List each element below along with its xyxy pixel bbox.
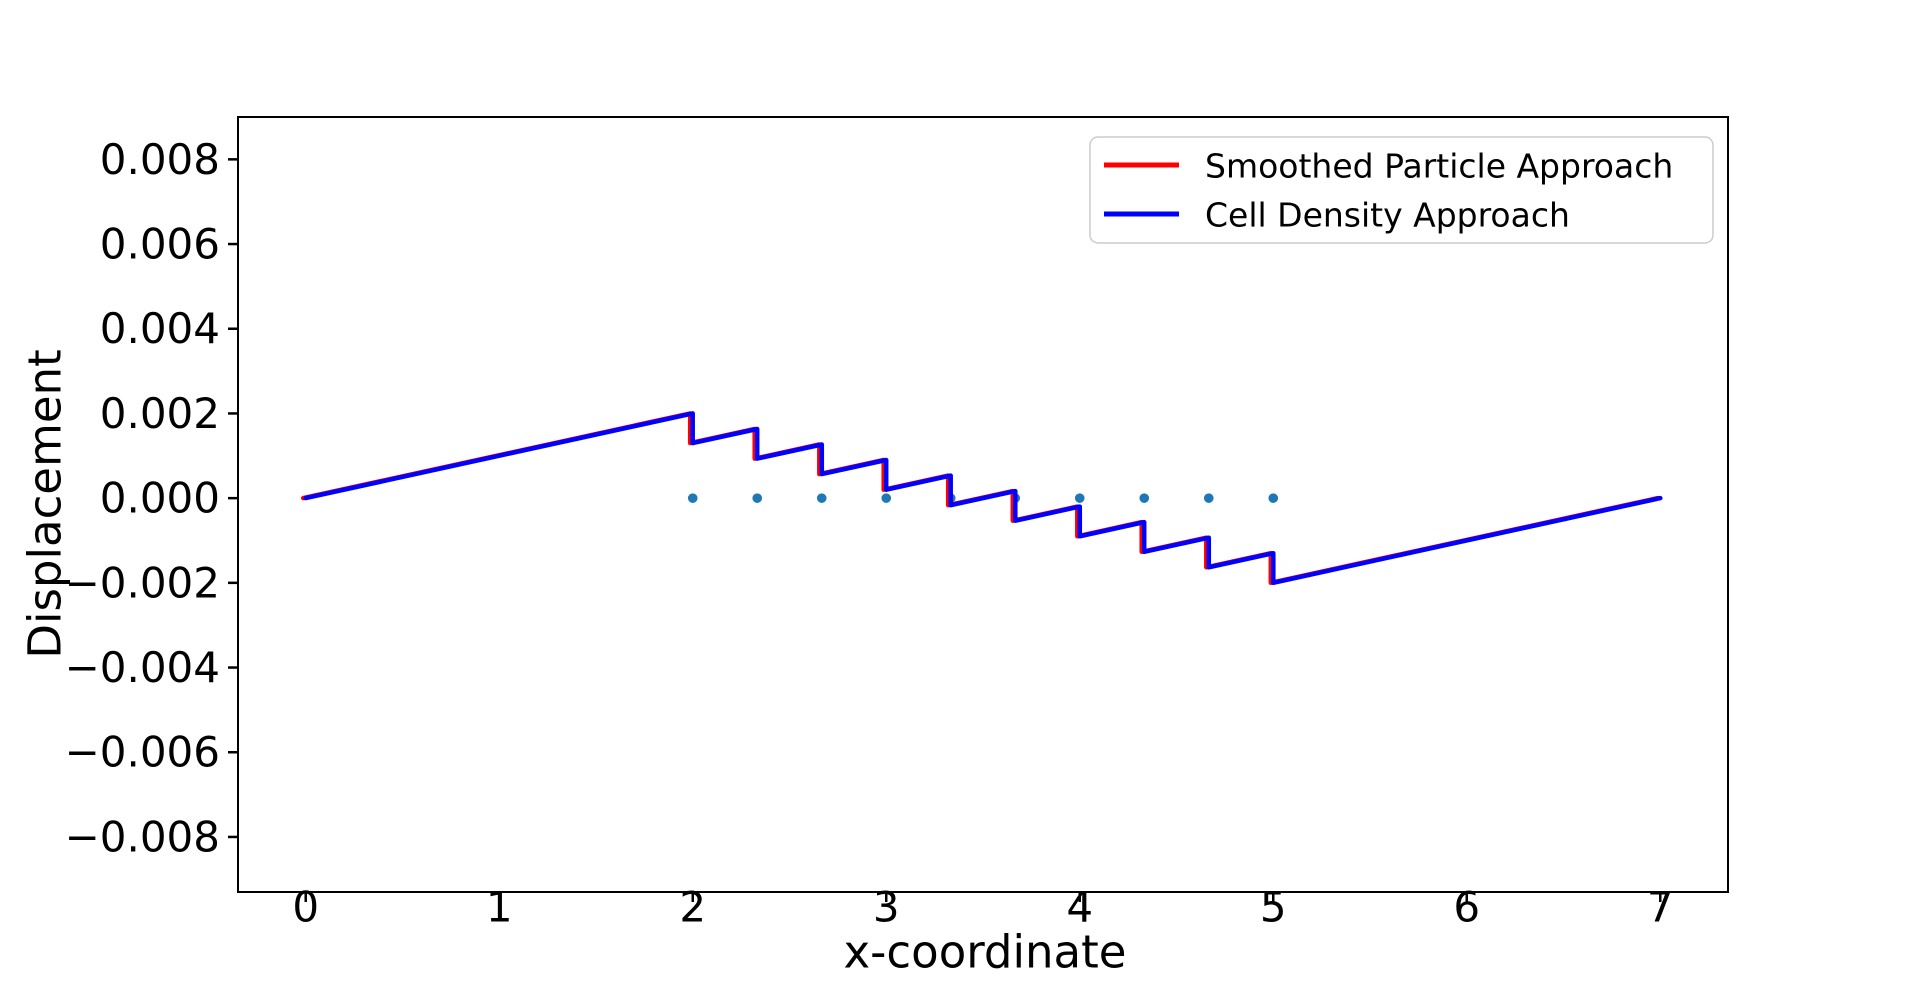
x-tick-label: 0 [292,883,319,932]
legend-entry-smoothed-particle: Smoothed Particle Approach [1104,147,1673,186]
y-tick-label: 0.002 [100,389,220,438]
legend-label-smoothed-particle: Smoothed Particle Approach [1205,147,1673,186]
x-tick-label: 2 [679,883,706,932]
x-tick-label: 7 [1647,883,1674,932]
legend: Smoothed Particle Approach Cell Density … [1089,136,1714,244]
y-tick-label: −0.008 [65,812,220,861]
y-tick-label: −0.002 [65,558,220,607]
data-point-marker [1139,493,1150,503]
line-cell-density-approach [303,411,1663,586]
y-tick-label: 0.000 [100,474,220,523]
x-tick-label: 1 [486,883,513,932]
data-point-marker [881,493,892,503]
x-tick-label: 4 [1066,883,1093,932]
plot-area: 0 1 2 3 4 5 6 7 0.008 0.006 0.004 0.002 0.000 −0.002 −… [65,116,1729,932]
y-axis-label: Displacement [19,349,72,658]
y-tick-label: 0.008 [100,135,220,184]
data-point-marker [1203,493,1214,503]
data-point-marker [1074,493,1085,503]
legend-entry-cell-density: Cell Density Approach [1104,196,1570,235]
y-tick-label: 0.006 [100,220,220,269]
x-tick-label: 5 [1260,883,1287,932]
legend-box [1089,136,1714,244]
data-point-marker [687,493,698,503]
data-point-marker [816,493,827,503]
y-tick-label: −0.004 [65,643,220,692]
x-tick-label: 6 [1453,883,1480,932]
x-tick-label: 3 [873,883,900,932]
x-axis-label: x-coordinate [844,926,1127,979]
legend-label-cell-density: Cell Density Approach [1205,196,1570,235]
axes-frame [237,116,1729,893]
y-tick-label: −0.006 [65,728,220,777]
data-point-marker [752,493,763,503]
y-tick-label: 0.004 [100,304,220,353]
data-point-marker [1268,493,1279,503]
